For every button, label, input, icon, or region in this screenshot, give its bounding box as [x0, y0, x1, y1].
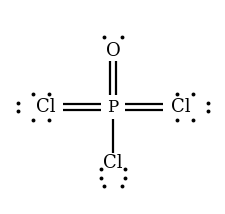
Text: P: P — [107, 98, 118, 116]
Text: Cl: Cl — [170, 98, 189, 116]
Text: Cl: Cl — [36, 98, 55, 116]
Text: Cl: Cl — [103, 154, 122, 172]
Text: O: O — [105, 42, 120, 60]
